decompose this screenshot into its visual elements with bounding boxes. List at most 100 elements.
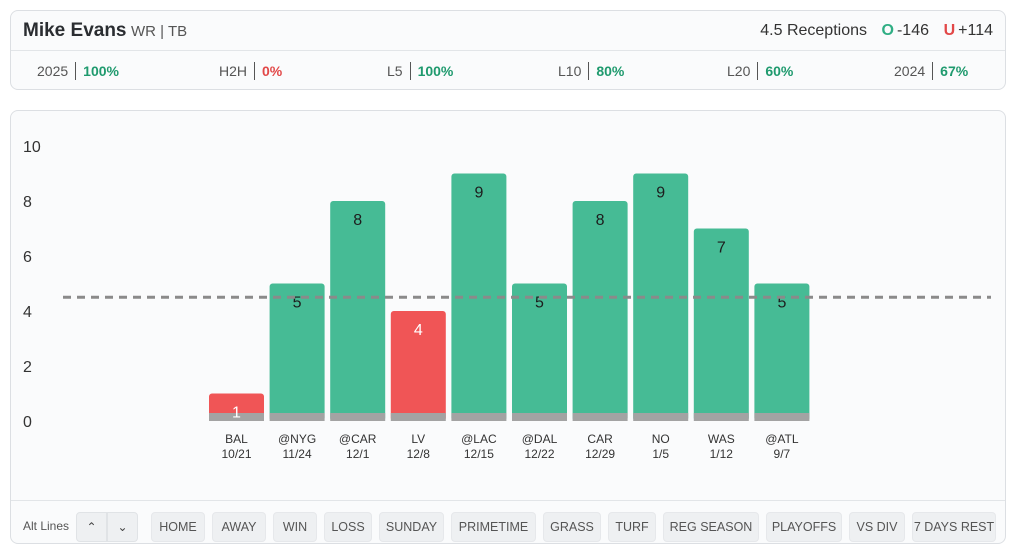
bar-base <box>269 413 325 421</box>
x-tick-date: 12/8 <box>407 447 431 461</box>
under-odds-value: +114 <box>958 22 993 39</box>
split-h2h[interactable]: H2H 0% <box>219 62 282 80</box>
split-l20[interactable]: L20 60% <box>727 62 793 80</box>
filter-reg-season-button[interactable]: REG SEASON <box>663 512 759 542</box>
bar-base <box>572 413 628 421</box>
split-l10[interactable]: L10 80% <box>558 62 624 80</box>
bar-value-label: 1 <box>232 405 241 422</box>
hit-rate-splits: 2025 100% H2H 0% L5 100% L10 80% L20 60% 2024… <box>11 51 1005 91</box>
x-tick-opponent: @NYG <box>278 432 316 446</box>
x-tick-opponent: BAL <box>225 432 248 446</box>
bar-base <box>693 413 749 421</box>
filter-playoffs-button[interactable]: PLAYOFFS <box>766 512 842 542</box>
split-value: 60% <box>765 63 794 79</box>
x-tick-date: 1/12 <box>710 447 734 461</box>
x-tick-opponent: @ATL <box>765 432 799 446</box>
under-odds[interactable]: U +114 <box>944 22 993 40</box>
filter-vs-div-button[interactable]: VS DIV <box>849 512 905 542</box>
x-tick-opponent: LV <box>411 432 425 446</box>
filter-loss-button[interactable]: LOSS <box>324 512 372 542</box>
bar-base <box>390 413 446 421</box>
x-tick-date: 12/15 <box>464 447 494 461</box>
over-odds-value: -146 <box>896 22 929 39</box>
bar <box>693 228 749 421</box>
bar-value-label: 7 <box>717 240 726 257</box>
bar-base <box>754 413 810 421</box>
bar-value-label: 5 <box>535 295 544 312</box>
bar <box>633 173 689 421</box>
under-label: U <box>943 22 956 39</box>
bar-value-label: 8 <box>353 212 362 229</box>
bar <box>572 201 628 421</box>
chevron-down-icon: ⌄ <box>117 520 128 534</box>
alt-line-down-button[interactable]: ⌄ <box>107 512 138 542</box>
split-label: H2H <box>219 63 248 79</box>
alt-line-up-button[interactable]: ⌃ <box>76 512 107 542</box>
x-tick-date: 11/24 <box>283 447 312 461</box>
y-tick-label: 10 <box>23 139 41 156</box>
split-divider <box>932 62 934 80</box>
bar <box>269 283 325 421</box>
bar <box>451 173 507 421</box>
split-label: L10 <box>558 63 582 79</box>
x-tick-opponent: @LAC <box>461 432 497 446</box>
bar <box>330 201 386 421</box>
x-tick-date: 10/21 <box>221 447 251 461</box>
player-header-card: Mike Evans WR | TB 4.5 Receptions O -146 … <box>10 10 1006 90</box>
filter-sunday-button[interactable]: SUNDAY <box>379 512 444 542</box>
bar-base <box>512 413 567 421</box>
filter-home-button[interactable]: HOME <box>151 512 205 542</box>
player-header-top: Mike Evans WR | TB 4.5 Receptions O -146 … <box>11 11 1005 51</box>
player-name: Mike Evans <box>23 20 127 41</box>
filter-away-button[interactable]: AWAY <box>212 512 266 542</box>
y-tick-label: 4 <box>23 304 32 321</box>
x-tick-opponent: NO <box>652 432 670 446</box>
split-value: 67% <box>940 63 969 79</box>
over-odds[interactable]: O -146 <box>882 22 929 40</box>
x-tick-date: 12/22 <box>524 447 554 461</box>
split-divider <box>75 62 77 80</box>
split-label: L20 <box>727 63 751 79</box>
filter-7-days-rest-button[interactable]: 7 DAYS REST <box>912 512 996 542</box>
bar-value-label: 9 <box>656 185 665 202</box>
split-divider <box>757 62 759 80</box>
split-l5[interactable]: L5 100% <box>387 62 453 80</box>
x-tick-date: 12/1 <box>346 447 370 461</box>
split-divider <box>409 62 411 80</box>
bar-value-label: 5 <box>777 295 786 312</box>
over-label: O <box>881 22 894 39</box>
bar <box>390 311 446 421</box>
split-value: 0% <box>262 63 283 79</box>
split-divider <box>588 62 590 80</box>
x-tick-date: 1/5 <box>652 447 669 461</box>
x-tick-opponent: WAS <box>708 432 735 446</box>
y-tick-label: 2 <box>23 359 32 376</box>
alt-lines-label: Alt Lines <box>23 519 70 533</box>
split-2024[interactable]: 2024 67% <box>894 62 968 80</box>
filter-bar: Alt Lines ⌃ ⌄ HOME AWAY WIN LOSS SUNDAY … <box>11 500 1005 542</box>
y-tick-label: 8 <box>23 194 32 211</box>
y-tick-label: 6 <box>23 249 32 266</box>
game-log-chart-card: 0 2 4 6 8 10 1 BAL 10/21 5 @NYG 11/24 8 @CAR 12/1 4 LV 12… <box>10 110 1006 544</box>
split-2025[interactable]: 2025 100% <box>37 62 119 80</box>
receptions-bar-chart: 02468101BAL10/215@NYG11/248@CAR12/14LV12… <box>23 139 991 461</box>
bar-value-label: 9 <box>474 185 483 202</box>
bar-base <box>633 413 689 421</box>
chevron-up-icon: ⌃ <box>86 520 97 534</box>
x-tick-date: 9/7 <box>774 447 791 461</box>
split-label: L5 <box>387 63 403 79</box>
filter-primetime-button[interactable]: PRIMETIME <box>451 512 536 542</box>
bar <box>512 283 567 421</box>
filter-grass-button[interactable]: GRASS <box>543 512 601 542</box>
bar-base <box>209 413 264 421</box>
x-tick-opponent: @DAL <box>522 432 558 446</box>
filter-win-button[interactable]: WIN <box>273 512 317 542</box>
x-tick-opponent: CAR <box>587 432 613 446</box>
filter-turf-button[interactable]: TURF <box>608 512 656 542</box>
prop-line: 4.5 Receptions <box>760 22 867 39</box>
bar-value-label: 5 <box>293 295 302 312</box>
y-tick-label: 0 <box>23 414 32 431</box>
bar-value-label: 4 <box>414 322 423 339</box>
bar <box>754 283 810 421</box>
split-value: 80% <box>596 63 625 79</box>
